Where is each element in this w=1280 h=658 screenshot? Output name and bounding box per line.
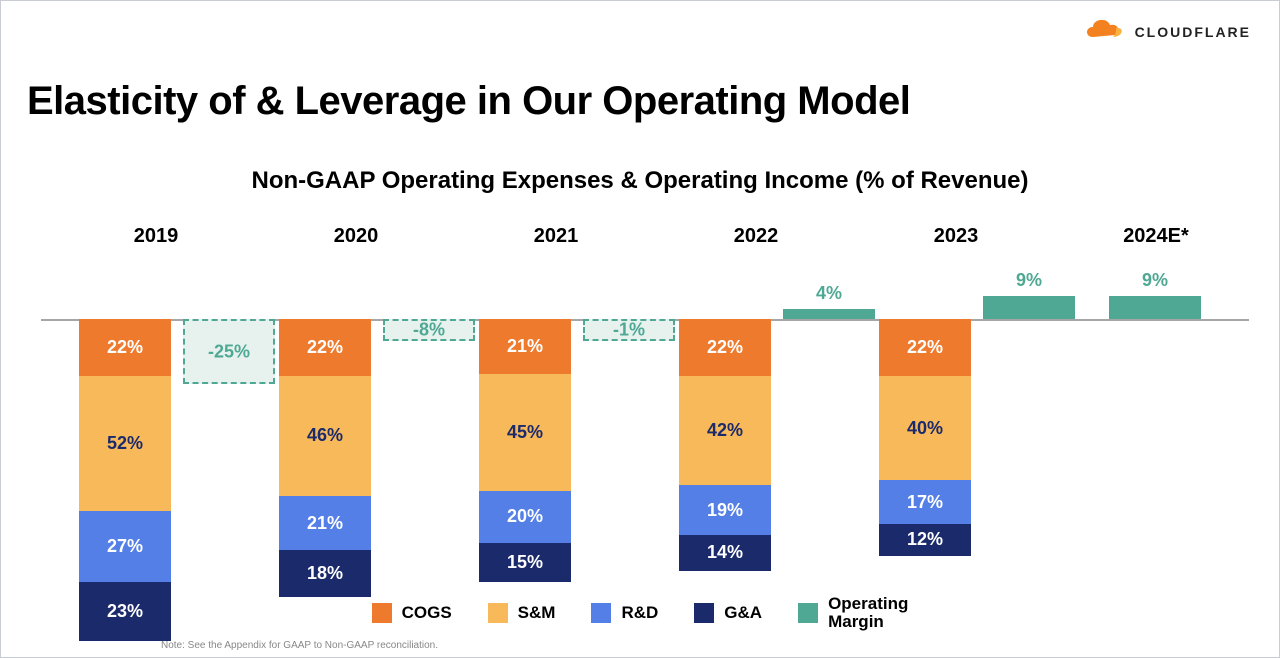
legend-label: G&A	[724, 603, 762, 623]
swatch-ga	[694, 603, 714, 623]
brand-logo: CLOUDFLARE	[1083, 15, 1251, 48]
legend-label: Operating Margin	[828, 595, 908, 631]
op-margin-label: 9%	[983, 270, 1075, 291]
slide: CLOUDFLARE Elasticity of & Leverage in O…	[0, 0, 1280, 658]
year-label: 2022	[671, 225, 841, 248]
legend-label: R&D	[621, 603, 658, 623]
legend-ga: G&A	[694, 603, 762, 623]
seg-ga: 12%	[879, 524, 971, 555]
swatch-rd	[591, 603, 611, 623]
year-label: 2020	[271, 225, 441, 248]
seg-rd: 21%	[279, 496, 371, 551]
op-margin-bar: 9%	[983, 296, 1075, 319]
seg-rd: 20%	[479, 491, 571, 543]
legend-cogs: COGS	[372, 603, 452, 623]
year-label: 2021	[471, 225, 641, 248]
op-margin-fill	[1109, 296, 1201, 319]
seg-ga: 18%	[279, 550, 371, 597]
op-margin-label: -25%	[183, 341, 275, 362]
expense-stack: 22%40%17%12%	[879, 319, 971, 556]
seg-cogs: 22%	[79, 319, 171, 376]
op-margin-label: 4%	[783, 283, 875, 304]
legend-op-line2: Margin	[828, 612, 884, 631]
op-margin-label: -1%	[583, 320, 675, 341]
year-group: 202322%40%17%12%9%	[871, 211, 1041, 597]
op-margin-bar: 4%	[783, 309, 875, 319]
year-group: 202022%46%21%18%-8%	[271, 211, 441, 597]
seg-sm: 52%	[79, 376, 171, 511]
page-title: Elasticity of & Leverage in Our Operatin…	[27, 79, 910, 124]
legend-op-margin: Operating Margin	[798, 595, 908, 631]
footnote: Note: See the Appendix for GAAP to Non-G…	[161, 640, 438, 651]
seg-rd: 27%	[79, 511, 171, 581]
op-margin-fill	[983, 296, 1075, 319]
legend: COGS S&M R&D G&A Operating Margin	[1, 595, 1279, 631]
legend-sm: S&M	[488, 603, 556, 623]
cloud-icon	[1083, 15, 1127, 48]
seg-rd: 19%	[679, 485, 771, 534]
seg-rd: 17%	[879, 480, 971, 524]
op-margin-bar: -8%	[383, 319, 475, 341]
year-label: 2019	[71, 225, 241, 248]
op-margin-bar: -1%	[583, 319, 675, 341]
legend-rd: R&D	[591, 603, 658, 623]
seg-cogs: 21%	[479, 319, 571, 374]
brand-name: CLOUDFLARE	[1135, 24, 1251, 40]
year-group: 201922%52%27%23%-25%	[71, 211, 241, 597]
swatch-cogs	[372, 603, 392, 623]
seg-sm: 46%	[279, 376, 371, 496]
seg-cogs: 22%	[879, 319, 971, 376]
expense-stack: 22%42%19%14%	[679, 319, 771, 571]
year-label: 2023	[871, 225, 1041, 248]
swatch-sm	[488, 603, 508, 623]
seg-sm: 45%	[479, 374, 571, 491]
year-label: 2024E*	[1071, 225, 1241, 248]
op-margin-fill	[783, 309, 875, 319]
op-margin-bar: -25%	[183, 319, 275, 384]
seg-ga: 14%	[679, 535, 771, 571]
expense-stack: 22%52%27%23%	[79, 319, 171, 641]
op-margin-bar: 9%	[1109, 296, 1201, 319]
seg-sm: 40%	[879, 376, 971, 480]
op-margin-label: -8%	[383, 320, 475, 341]
legend-label: COGS	[402, 603, 452, 623]
year-group: 2024E* 9%	[1071, 211, 1241, 597]
chart-title: Non-GAAP Operating Expenses & Operating …	[1, 167, 1279, 195]
seg-ga: 15%	[479, 543, 571, 582]
expense-stack: 21%45%20%15%	[479, 319, 571, 582]
seg-cogs: 22%	[679, 319, 771, 376]
op-margin-label: 9%	[1109, 270, 1201, 291]
swatch-op	[798, 603, 818, 623]
seg-cogs: 22%	[279, 319, 371, 376]
expense-stack: 22%46%21%18%	[279, 319, 371, 597]
year-group: 202121%45%20%15%-1%	[471, 211, 641, 597]
year-group: 202222%42%19%14%4%	[671, 211, 841, 597]
legend-label: S&M	[518, 603, 556, 623]
legend-op-line1: Operating	[828, 594, 908, 613]
seg-sm: 42%	[679, 376, 771, 485]
opex-chart: 201922%52%27%23%-25%202022%46%21%18%-8%2…	[61, 211, 1239, 597]
